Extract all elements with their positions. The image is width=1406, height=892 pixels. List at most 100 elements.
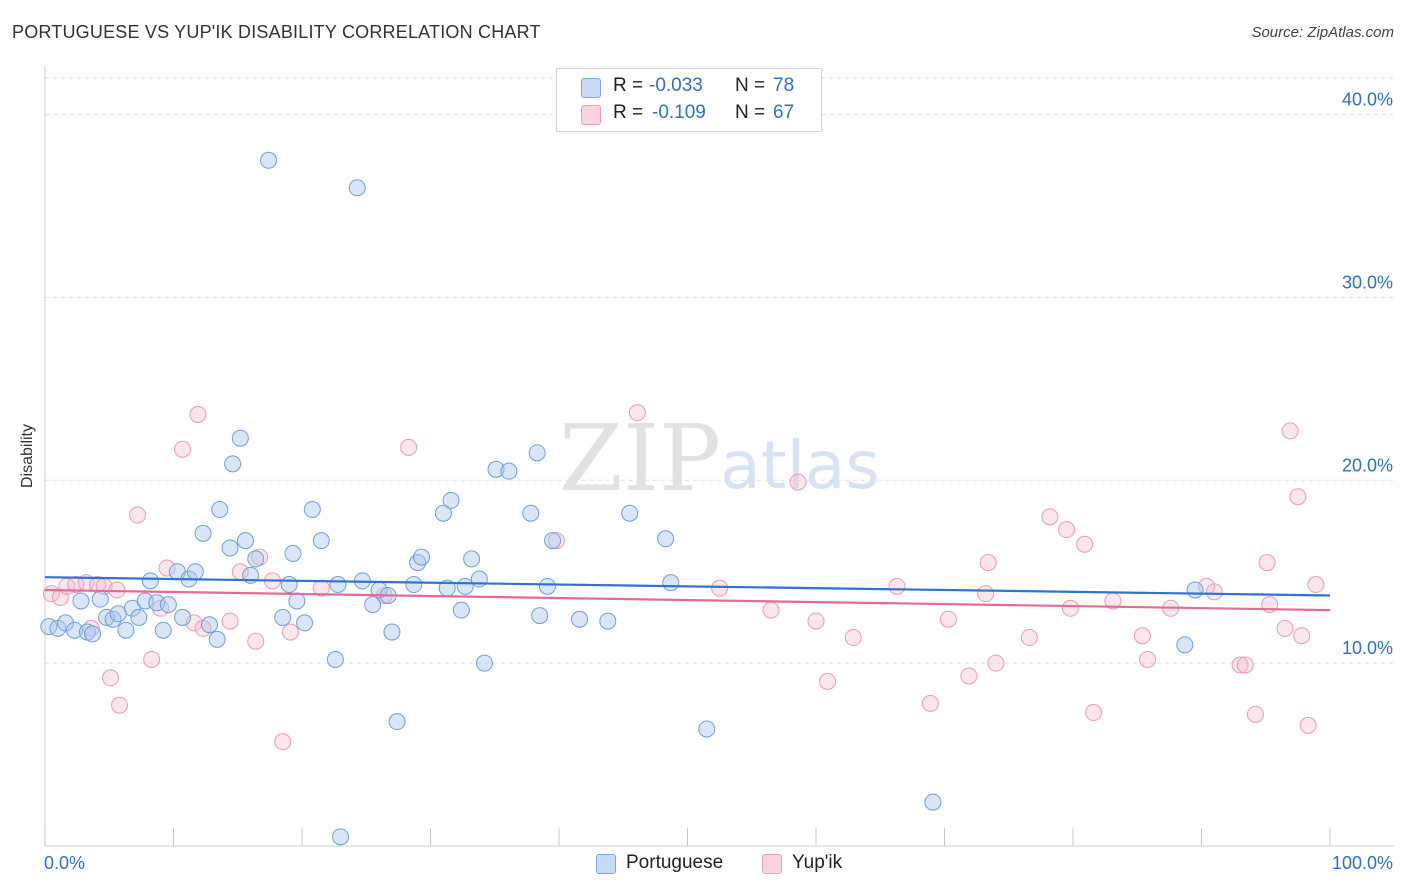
- yupik-legend-swatch: [762, 854, 782, 874]
- yupik-point: [1276, 619, 1294, 637]
- portuguese-point: [288, 592, 306, 610]
- portuguese-point: [329, 576, 347, 594]
- yupik-point: [762, 601, 780, 619]
- portuguese-point: [303, 501, 321, 519]
- portuguese-point: [500, 462, 518, 480]
- portuguese-trend-line: [44, 576, 1331, 597]
- portuguese-point: [442, 491, 460, 509]
- tick-labels: 10.0% 20.0% 30.0% 40.0% 0.0% 100.0%: [44, 90, 1393, 873]
- yupik-point: [221, 612, 239, 630]
- portuguese-point: [662, 574, 680, 592]
- yupik-point: [1133, 627, 1151, 645]
- yupik-trend-line: [44, 588, 1331, 612]
- yupik-point: [1231, 656, 1249, 674]
- portuguese-point: [348, 179, 366, 197]
- portuguese-point: [924, 793, 942, 811]
- portuguese-point: [296, 614, 314, 632]
- n-label: N =: [735, 75, 766, 96]
- watermark-zip: ZIP: [559, 405, 721, 512]
- yupik-point: [67, 576, 85, 594]
- yupik-point: [789, 473, 807, 491]
- y-tick-label: 20.0%: [1342, 455, 1393, 475]
- portuguese-point: [544, 532, 562, 550]
- portuguese-point: [1176, 636, 1194, 654]
- yupik-point: [1085, 704, 1103, 722]
- portuguese-point: [84, 625, 102, 643]
- yupik-point: [400, 438, 418, 456]
- portuguese-point: [208, 630, 226, 648]
- legend-label: Portuguese: [626, 852, 724, 873]
- portuguese-point: [657, 530, 675, 548]
- portuguese-point: [109, 605, 127, 623]
- y-tick-label: 40.0%: [1342, 90, 1393, 110]
- portuguese-point: [117, 621, 135, 639]
- watermark: ZIP atlas: [559, 405, 880, 512]
- portuguese-point: [221, 539, 239, 557]
- portuguese-point: [538, 577, 556, 595]
- portuguese-point: [91, 590, 109, 608]
- portuguese-point: [284, 544, 302, 562]
- portuguese-point: [463, 550, 481, 568]
- portuguese-point: [405, 576, 423, 594]
- yupik-point: [921, 694, 939, 712]
- portuguese-point: [260, 151, 278, 169]
- portuguese-point: [528, 444, 546, 462]
- portuguese-point: [698, 720, 716, 738]
- portuguese-point: [571, 610, 589, 628]
- yupik-point: [844, 629, 862, 647]
- portuguese-point: [247, 550, 265, 568]
- yupik-point: [547, 532, 565, 550]
- portuguese-point: [452, 601, 470, 619]
- portuguese-point: [326, 650, 344, 668]
- x-tick-label: 0.0%: [44, 853, 85, 873]
- yupik-point: [274, 733, 292, 751]
- yupik-point: [89, 576, 107, 594]
- yupik-point: [1281, 422, 1299, 440]
- yupik-point: [102, 669, 120, 687]
- yupik-point: [711, 579, 729, 597]
- portuguese-point: [231, 429, 249, 447]
- portuguese-point: [200, 616, 218, 634]
- y-tick-label: 30.0%: [1342, 272, 1393, 292]
- yupik-point: [1139, 650, 1157, 668]
- portuguese-point: [312, 532, 330, 550]
- n-value: 67: [773, 102, 795, 123]
- r-value: -0.109: [652, 102, 706, 123]
- portuguese-point: [274, 608, 292, 626]
- yupik-point: [1020, 629, 1038, 647]
- yupik-point: [1061, 599, 1079, 617]
- portuguese-point: [522, 504, 540, 522]
- yupik-point: [247, 632, 265, 650]
- r-label: R =: [613, 102, 644, 123]
- yupik-point: [1258, 554, 1276, 572]
- yupik-point: [129, 506, 147, 524]
- yupik-point: [1205, 583, 1223, 601]
- portuguese-point: [72, 592, 90, 610]
- portuguese-point: [332, 828, 350, 846]
- yupik-point: [1289, 488, 1307, 506]
- portuguese-point: [159, 596, 177, 614]
- portuguese-point: [599, 612, 617, 630]
- r-value: -0.033: [649, 75, 703, 96]
- portuguese-point: [123, 599, 141, 617]
- portuguese-point: [173, 608, 191, 626]
- portuguese-point: [186, 563, 204, 581]
- yupik-point: [807, 612, 825, 630]
- chart-title: PORTUGUESE VS YUP'IK DISABILITY CORRELAT…: [12, 22, 541, 42]
- stats-legend: R = -0.033 N = 78 R = -0.109 N = 67: [556, 68, 822, 132]
- legend-label: Yup'ik: [792, 852, 843, 873]
- yupik-point: [939, 610, 957, 628]
- portuguese-point: [487, 460, 505, 478]
- yupik-point: [1299, 716, 1317, 734]
- portuguese-point: [154, 621, 172, 639]
- yupik-point: [1058, 521, 1076, 539]
- yupik-point: [960, 667, 978, 685]
- portuguese-point: [194, 524, 212, 542]
- portuguese-point: [364, 596, 382, 614]
- yupik-point: [189, 405, 207, 423]
- yupik-point: [628, 404, 646, 422]
- portuguese-swatch: [581, 78, 601, 98]
- yupik-point: [1307, 576, 1325, 594]
- portuguese-point: [211, 501, 229, 519]
